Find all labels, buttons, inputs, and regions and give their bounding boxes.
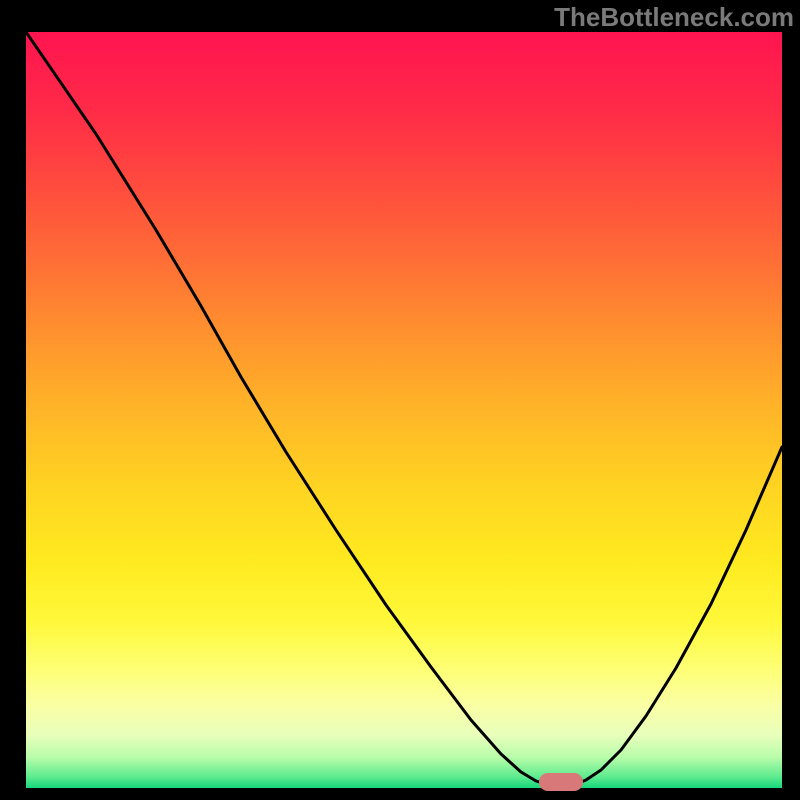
optimum-marker xyxy=(539,773,583,791)
bottleneck-curve xyxy=(26,32,782,788)
watermark-text: TheBottleneck.com xyxy=(554,2,794,33)
chart-frame: TheBottleneck.com xyxy=(0,0,800,800)
plot-area xyxy=(26,32,782,788)
